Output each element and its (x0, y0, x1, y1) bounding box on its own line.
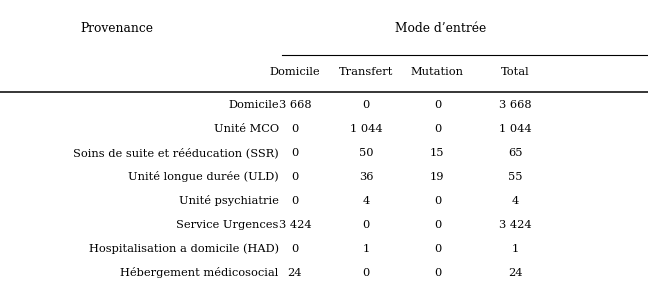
Text: Unité MCO: Unité MCO (213, 124, 279, 134)
Text: 0: 0 (434, 124, 441, 134)
Text: Domicile: Domicile (270, 67, 320, 77)
Text: Hospitalisation a domicile (HAD): Hospitalisation a domicile (HAD) (89, 243, 279, 254)
Text: Mutation: Mutation (411, 67, 464, 77)
Text: Unité psychiatrie: Unité psychiatrie (179, 195, 279, 206)
Text: 55: 55 (508, 172, 522, 182)
Text: 1: 1 (511, 244, 519, 254)
Text: Transfert: Transfert (339, 67, 393, 77)
Text: 0: 0 (291, 148, 299, 158)
Text: 0: 0 (291, 124, 299, 134)
Text: 3 668: 3 668 (279, 100, 311, 110)
Text: 65: 65 (508, 148, 522, 158)
Text: Soins de suite et rééducation (SSR): Soins de suite et rééducation (SSR) (73, 147, 279, 158)
Text: 0: 0 (291, 244, 299, 254)
Text: 3 424: 3 424 (499, 220, 531, 230)
Text: 1: 1 (362, 244, 370, 254)
Text: 4: 4 (511, 196, 519, 206)
Text: 0: 0 (434, 244, 441, 254)
Text: 1 044: 1 044 (350, 124, 382, 134)
Text: 3 424: 3 424 (279, 220, 311, 230)
Text: 50: 50 (359, 148, 373, 158)
Text: 0: 0 (291, 196, 299, 206)
Text: Mode d’entrée: Mode d’entrée (395, 22, 486, 35)
Text: 0: 0 (362, 268, 370, 277)
Text: 0: 0 (362, 100, 370, 110)
Text: 15: 15 (430, 148, 445, 158)
Text: 4: 4 (362, 196, 370, 206)
Text: 0: 0 (362, 220, 370, 230)
Text: 0: 0 (291, 172, 299, 182)
Text: 0: 0 (434, 196, 441, 206)
Text: Hébergement médicosocial: Hébergement médicosocial (121, 267, 279, 278)
Text: Unité longue durée (ULD): Unité longue durée (ULD) (128, 171, 279, 182)
Text: 0: 0 (434, 220, 441, 230)
Text: 3 668: 3 668 (499, 100, 531, 110)
Text: 0: 0 (434, 268, 441, 277)
Text: 36: 36 (359, 172, 373, 182)
Text: Service Urgences: Service Urgences (176, 220, 279, 230)
Text: 24: 24 (288, 268, 302, 277)
Text: 19: 19 (430, 172, 445, 182)
Text: Total: Total (501, 67, 529, 77)
Text: 0: 0 (434, 100, 441, 110)
Text: Provenance: Provenance (80, 22, 153, 35)
Text: Domicile: Domicile (228, 100, 279, 110)
Text: 1 044: 1 044 (499, 124, 531, 134)
Text: 24: 24 (508, 268, 522, 277)
